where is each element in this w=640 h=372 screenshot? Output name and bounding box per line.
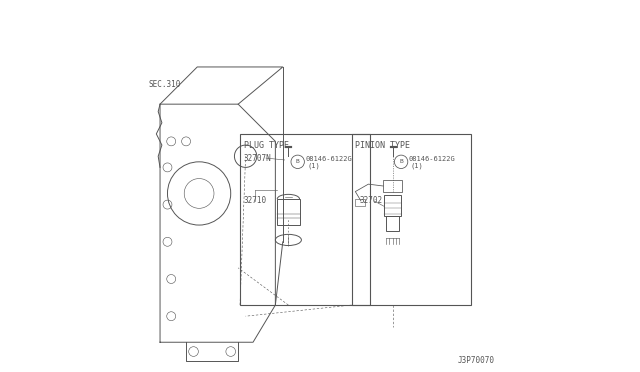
Bar [386,216,399,231]
Bar [355,199,365,206]
Text: B: B [296,159,300,164]
Bar [240,134,370,305]
Text: PINION TYPE: PINION TYPE [355,141,410,150]
Text: 32702: 32702 [359,196,382,205]
Text: 32710: 32710 [244,196,267,205]
Text: (1): (1) [308,162,321,169]
Text: 08146-6122G: 08146-6122G [306,156,353,162]
Text: PLUG TYPE: PLUG TYPE [244,141,289,150]
Text: 08146-6122G: 08146-6122G [408,156,455,162]
Text: (1): (1) [410,162,423,169]
Bar [383,180,402,192]
Text: SEC.310: SEC.310 [149,80,181,89]
Text: B: B [399,159,403,164]
Text: 32707N: 32707N [244,154,271,163]
Bar [351,134,470,305]
Text: J3P70070: J3P70070 [458,356,495,365]
Bar [385,195,401,216]
Bar [277,199,300,225]
